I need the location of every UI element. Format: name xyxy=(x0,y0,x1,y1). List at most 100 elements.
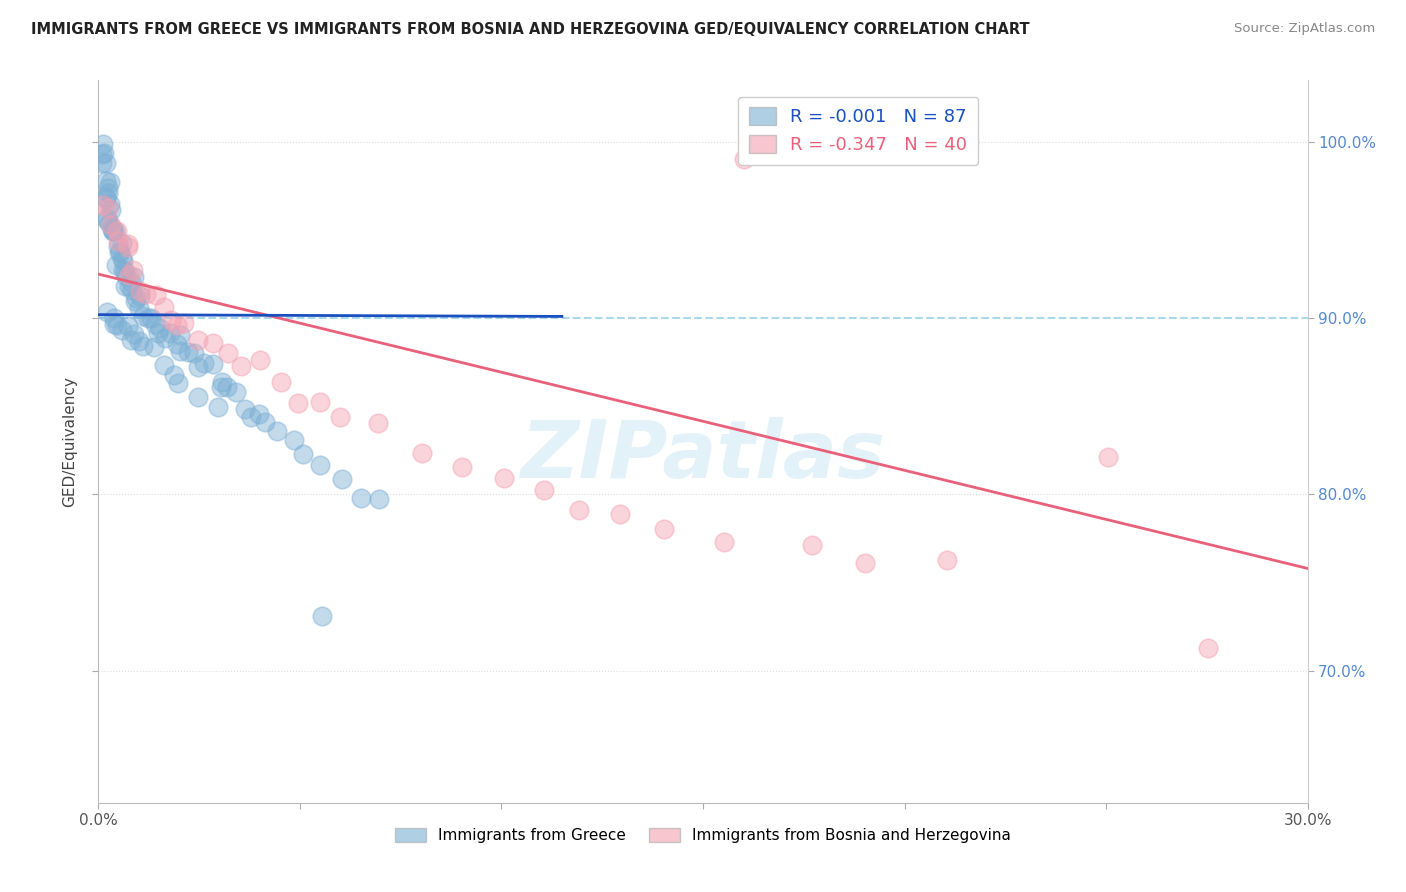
Point xyxy=(173,317,195,331)
Point xyxy=(291,447,314,461)
Point xyxy=(91,198,114,212)
Point xyxy=(309,458,332,472)
Point xyxy=(111,323,134,337)
Point xyxy=(105,318,128,332)
Point xyxy=(249,352,271,367)
Point xyxy=(96,305,118,319)
Point xyxy=(217,346,239,360)
Point xyxy=(94,190,117,204)
Text: IMMIGRANTS FROM GREECE VS IMMIGRANTS FROM BOSNIA AND HERZEGOVINA GED/EQUIVALENCY: IMMIGRANTS FROM GREECE VS IMMIGRANTS FRO… xyxy=(31,22,1029,37)
Point xyxy=(159,326,181,341)
Point xyxy=(167,376,190,390)
Point xyxy=(117,278,139,293)
Point xyxy=(1097,450,1119,464)
Point xyxy=(122,327,145,342)
Point xyxy=(311,609,333,624)
Point xyxy=(128,334,150,348)
Y-axis label: GED/Equivalency: GED/Equivalency xyxy=(62,376,77,507)
Point xyxy=(148,326,170,341)
Point xyxy=(143,340,166,354)
Point xyxy=(215,380,238,394)
Point xyxy=(135,287,157,301)
Point xyxy=(97,181,120,195)
Point xyxy=(202,357,225,371)
Point xyxy=(97,186,120,201)
Point xyxy=(169,343,191,358)
Point xyxy=(98,216,121,230)
Point xyxy=(247,407,270,421)
Point xyxy=(117,237,139,252)
Point xyxy=(209,379,232,393)
Point xyxy=(201,336,224,351)
Point xyxy=(100,203,122,218)
Point xyxy=(254,415,277,429)
Point xyxy=(104,224,127,238)
Point xyxy=(132,310,155,324)
Point xyxy=(91,146,114,161)
Point xyxy=(103,311,125,326)
Point xyxy=(93,146,115,161)
Point xyxy=(101,224,124,238)
Point xyxy=(128,285,150,299)
Point xyxy=(96,211,118,226)
Point xyxy=(853,556,876,570)
Point xyxy=(128,301,150,315)
Point xyxy=(100,219,122,233)
Point xyxy=(121,283,143,297)
Point xyxy=(93,136,115,151)
Point xyxy=(145,287,167,301)
Point xyxy=(169,327,191,342)
Point xyxy=(1197,640,1219,655)
Point xyxy=(287,396,309,410)
Point xyxy=(330,472,353,486)
Point xyxy=(124,269,146,284)
Point xyxy=(101,224,124,238)
Point xyxy=(103,318,125,332)
Point xyxy=(141,310,163,325)
Point xyxy=(114,278,136,293)
Point xyxy=(136,310,159,325)
Point xyxy=(94,174,117,188)
Point xyxy=(187,390,209,404)
Point xyxy=(143,318,166,332)
Point xyxy=(652,522,675,536)
Point xyxy=(187,359,209,374)
Point xyxy=(229,359,252,373)
Point xyxy=(235,402,257,417)
Point xyxy=(91,156,114,170)
Point xyxy=(239,409,262,424)
Point xyxy=(111,254,134,268)
Point xyxy=(177,344,200,359)
Point xyxy=(100,222,122,236)
Point xyxy=(117,240,139,254)
Point xyxy=(713,535,735,549)
Point xyxy=(97,202,120,216)
Point xyxy=(533,483,555,497)
Point xyxy=(207,400,229,414)
Point xyxy=(121,263,143,277)
Point xyxy=(98,196,121,211)
Point xyxy=(270,375,292,389)
Point xyxy=(283,433,305,447)
Point xyxy=(183,345,205,359)
Point xyxy=(152,359,174,373)
Point xyxy=(153,300,176,314)
Point xyxy=(166,318,188,333)
Text: ZIPatlas: ZIPatlas xyxy=(520,417,886,495)
Point xyxy=(211,376,233,390)
Point xyxy=(266,425,288,439)
Point xyxy=(451,459,474,474)
Point xyxy=(187,333,209,347)
Point xyxy=(149,321,172,335)
Point xyxy=(155,331,177,345)
Point xyxy=(107,235,129,249)
Point xyxy=(368,491,391,506)
Point xyxy=(110,252,132,266)
Point xyxy=(120,276,142,290)
Point xyxy=(492,470,515,484)
Point xyxy=(107,224,129,238)
Point xyxy=(193,356,215,370)
Point xyxy=(94,155,117,169)
Point xyxy=(609,507,631,521)
Point xyxy=(309,394,332,409)
